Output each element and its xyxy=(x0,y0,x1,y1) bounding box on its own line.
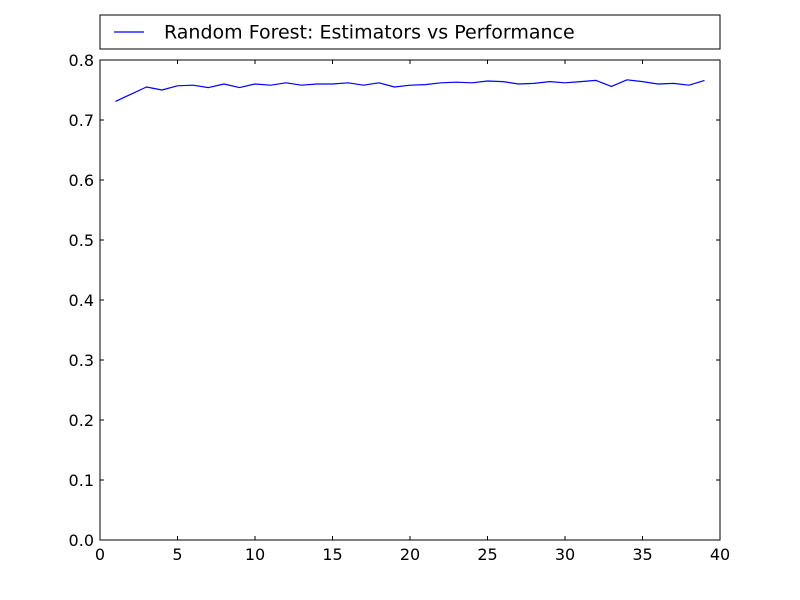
x-tick-label: 35 xyxy=(632,545,652,564)
x-tick-label: 30 xyxy=(555,545,575,564)
y-tick-label: 0.1 xyxy=(69,471,94,490)
y-tick-label: 0.7 xyxy=(69,111,94,130)
x-tick-label: 0 xyxy=(95,545,105,564)
legend-frame xyxy=(99,14,721,50)
ticks-layer xyxy=(99,59,721,541)
plot-area-frame xyxy=(99,59,721,541)
y-tick-label: 0.2 xyxy=(69,411,94,430)
x-tick-labels: 0 5 10 15 20 25 30 35 40 xyxy=(95,545,730,564)
legend: Random Forest: Estimators vs Performance xyxy=(99,14,721,50)
y-tick-label: 0.3 xyxy=(69,351,94,370)
x-tick-label: 10 xyxy=(245,545,265,564)
x-tick-label: 5 xyxy=(172,545,182,564)
y-tick-labels: 0.0 0.1 0.2 0.3 0.4 0.5 0.6 0.7 0.8 xyxy=(69,51,94,550)
series-line xyxy=(115,79,705,102)
x-tick-label: 25 xyxy=(477,545,497,564)
y-tick-label: 0.4 xyxy=(69,291,94,310)
y-tick-label: 0.8 xyxy=(69,51,94,70)
y-tick-label: 0.5 xyxy=(69,231,94,250)
x-tick-label: 15 xyxy=(322,545,342,564)
x-tick-label: 20 xyxy=(400,545,420,564)
legend-label: Random Forest: Estimators vs Performance xyxy=(164,22,575,44)
series-layer xyxy=(115,79,705,102)
y-tick-label: 0.0 xyxy=(69,531,94,550)
x-tick-label: 40 xyxy=(710,545,730,564)
y-tick-label: 0.6 xyxy=(69,171,94,190)
